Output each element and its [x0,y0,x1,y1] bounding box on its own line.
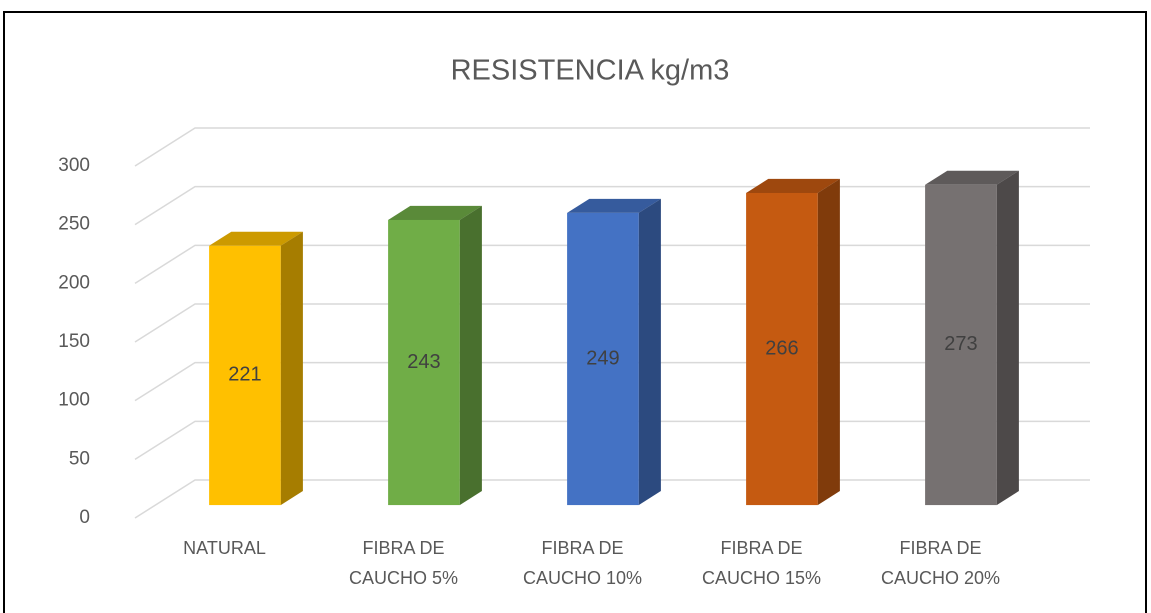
y-tick-label: 150 [58,331,90,352]
x-tick-label: FIBRA DE CAUCHO 10% [523,538,642,588]
bar-front [746,192,818,506]
x-tick-label: FIBRA DE CAUCHO 20% [881,538,1000,588]
x-tick-label-line: FIBRA DE [899,538,981,558]
y-tick-label: 0 [79,507,90,528]
bar [388,205,482,506]
x-tick-label-line: CAUCHO 20% [881,568,1000,588]
value-label: 273 [944,333,977,355]
bar-top [388,205,482,220]
value-label: 249 [586,347,619,369]
bar-front [388,219,460,506]
bar [567,198,661,506]
x-tick-label-line: FIBRA DE [541,538,623,558]
bar-top [925,170,1019,185]
value-label: 221 [228,364,261,386]
bar-top [567,198,661,213]
x-tick-label-line: FIBRA DE [362,538,444,558]
bar-side [280,231,303,506]
y-tick-label: 100 [58,390,90,411]
x-tick-label: FIBRA DE CAUCHO 15% [702,538,821,588]
x-tick-label-line: CAUCHO 10% [523,568,642,588]
bar [925,170,1019,506]
bar-side [638,198,661,506]
y-tick-label: 300 [58,155,90,176]
y-tick-label: 50 [69,448,90,469]
value-label: 266 [765,337,798,359]
y-tick-label: 250 [58,214,90,235]
bar-side [817,178,840,506]
chart-title: RESISTENCIA kg/m3 [451,55,730,87]
x-tick-label-line: CAUCHO 5% [349,568,458,588]
x-tick-label: FIBRA DE CAUCHO 5% [349,538,458,588]
bar-top [746,178,840,193]
bar [209,231,303,506]
bar-front [925,184,997,506]
bar [746,178,840,506]
y-tick-label: 200 [58,272,90,293]
grid-line [134,127,1090,167]
bar-side [459,205,482,506]
x-tick-label-line: CAUCHO 15% [702,568,821,588]
x-tick-label-line: FIBRA DE [720,538,802,558]
bar-front [567,212,639,506]
bar-top [209,231,303,246]
bar-front [209,245,281,506]
bar-side [996,170,1019,506]
x-tick-label: NATURAL [183,538,266,558]
value-label: 243 [407,351,440,373]
